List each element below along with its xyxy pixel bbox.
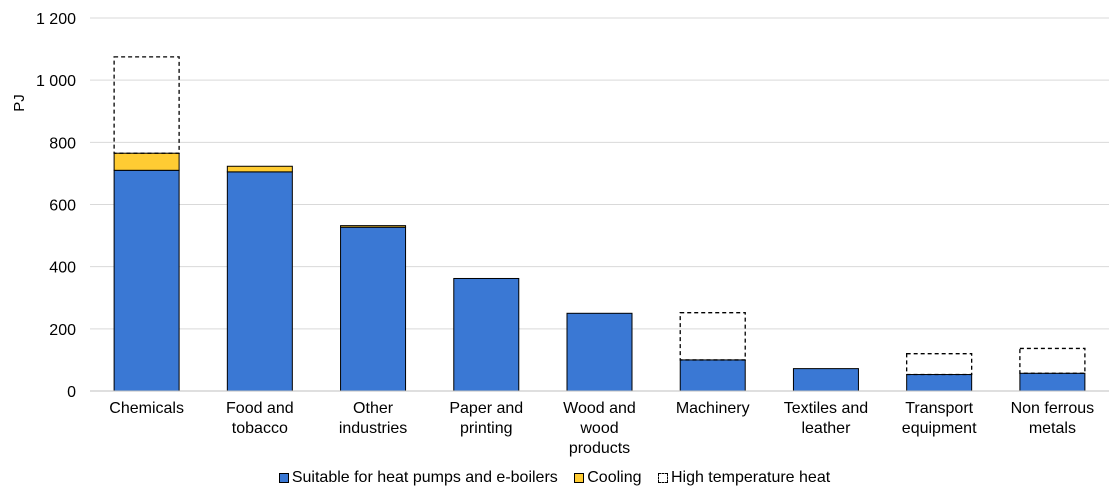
x-tick-label: Food and tobacco bbox=[226, 400, 294, 437]
bar-chart: 0 200 400 600 800 1 000 1 200 Chemicals Food an… bbox=[11, 11, 1109, 457]
legend-swatch-high-temp bbox=[657, 473, 668, 483]
x-tick-label: Transport equipment bbox=[902, 400, 977, 437]
x-tick-label: Machinery bbox=[676, 400, 750, 417]
bar-segment-cooling bbox=[340, 225, 407, 228]
legend-item-heat-pumps: Suitable for heat pumps and e-boilers bbox=[278, 469, 558, 487]
bar-segment-high-temp bbox=[1019, 347, 1086, 374]
y-tick-label: 400 bbox=[49, 260, 76, 277]
legend: Suitable for heat pumps and e-boilers Co… bbox=[0, 469, 1109, 487]
legend-item-cooling: Cooling bbox=[574, 469, 642, 487]
bar-segment-high-temp bbox=[906, 353, 973, 376]
x-tick-label: Wood and wood products bbox=[563, 400, 636, 457]
bar-segment-heat-pumps bbox=[340, 226, 407, 392]
x-tick-label: Paper and printing bbox=[449, 400, 523, 437]
y-tick-label: 1 200 bbox=[36, 11, 76, 28]
bar-segment-heat-pumps bbox=[906, 374, 973, 392]
bar-segment-heat-pumps bbox=[566, 312, 633, 392]
y-tick-label: 0 bbox=[67, 384, 76, 401]
legend-swatch-heat-pumps bbox=[278, 473, 289, 483]
x-tick-label: Non ferrous metals bbox=[1011, 400, 1095, 437]
x-axis: Chemicals Food and tobacco Other industries P… bbox=[90, 390, 1109, 457]
y-tick-label: 800 bbox=[49, 135, 76, 152]
bar-segment-high-temp bbox=[679, 312, 746, 361]
legend-swatch-cooling bbox=[574, 473, 585, 483]
bar-segment-heat-pumps bbox=[792, 368, 859, 392]
bar-segment-cooling bbox=[226, 165, 293, 173]
bar-segment-heat-pumps bbox=[453, 277, 520, 392]
bars bbox=[113, 56, 1086, 392]
bar-segment-heat-pumps bbox=[1019, 372, 1086, 392]
x-tick-label: Textiles and leather bbox=[784, 400, 869, 437]
x-tick-label: Other industries bbox=[339, 400, 407, 437]
bar-segment-heat-pumps bbox=[113, 169, 180, 392]
y-axis-label: PJ bbox=[11, 94, 28, 112]
bar-segment-cooling bbox=[113, 152, 180, 171]
legend-item-high-temp: High temperature heat bbox=[657, 469, 831, 487]
legend-label-cooling: Cooling bbox=[587, 469, 642, 486]
bar-segment-heat-pumps bbox=[226, 171, 293, 392]
legend-label-high-temp: High temperature heat bbox=[670, 469, 831, 486]
y-tick-label: 600 bbox=[49, 198, 76, 215]
bar-segment-high-temp bbox=[113, 56, 180, 154]
y-axis: 0 200 400 600 800 1 000 1 200 bbox=[36, 11, 76, 401]
y-tick-label: 1 000 bbox=[36, 73, 76, 90]
x-tick-label: Chemicals bbox=[109, 400, 184, 417]
y-tick-label: 200 bbox=[49, 322, 76, 339]
bar-segment-heat-pumps bbox=[679, 359, 746, 392]
legend-label-heat-pumps: Suitable for heat pumps and e-boilers bbox=[291, 469, 558, 486]
